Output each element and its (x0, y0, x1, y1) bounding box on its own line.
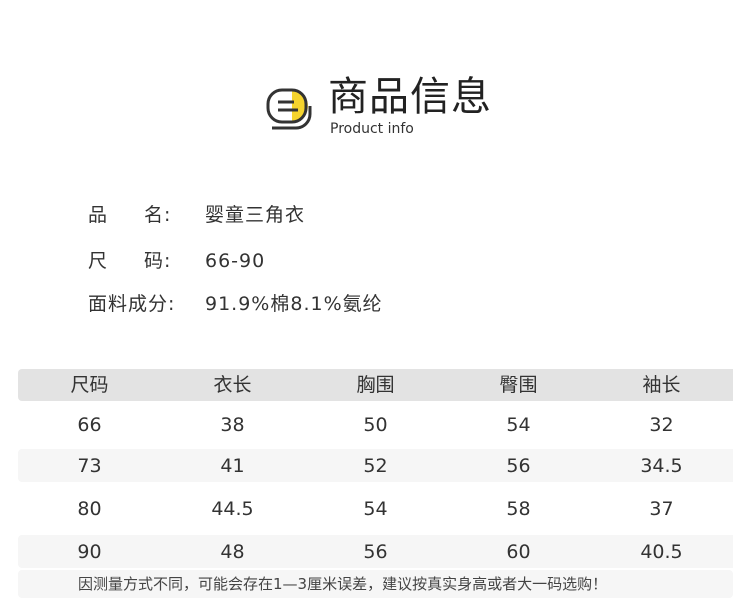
table-row: 66 38 50 54 32 (18, 408, 733, 442)
info-value: 婴童三角衣 (205, 204, 306, 226)
cell: 44.5 (211, 498, 254, 520)
col-header: 胸围 (356, 374, 395, 396)
cell: 40.5 (640, 540, 683, 563)
table-header: 尺码 衣长 胸围 臀围 袖长 (18, 369, 733, 401)
info-label: 尺 (88, 250, 109, 272)
info-label: 码: (144, 250, 172, 272)
info-value: 66-90 (205, 250, 266, 272)
info-label: 面料成分: (88, 293, 176, 315)
info-value: 91.9%棉8.1%氨纶 (205, 293, 383, 315)
info-label: 名: (144, 204, 172, 226)
cell: 56 (506, 454, 531, 477)
cell: 41 (220, 454, 245, 477)
cell: 48 (220, 540, 245, 563)
cell: 66 (77, 414, 102, 436)
cell: 56 (363, 540, 388, 563)
col-header: 尺码 (70, 374, 109, 396)
cell: 60 (506, 540, 531, 563)
cell: 32 (649, 414, 674, 436)
cell: 58 (506, 498, 531, 520)
table-row: 73 41 52 56 34.5 (18, 449, 733, 482)
table-row: 90 48 56 60 40.5 (18, 535, 733, 568)
page-title: 商品信息 (328, 74, 492, 120)
size-note: 因测量方式不同，可能会存在1—3厘米误差，建议按真实身高或者大一码选购！ (18, 570, 733, 598)
col-header: 衣长 (213, 374, 252, 396)
info-label: 品 (88, 204, 109, 226)
cell: 54 (506, 414, 531, 436)
info-size: 尺 码: 66-90 (88, 249, 265, 273)
info-fabric: 面料成分: 91.9%棉8.1%氨纶 (88, 292, 383, 316)
cell: 52 (363, 454, 388, 477)
col-header: 袖长 (642, 374, 681, 396)
list-document-icon (266, 88, 312, 130)
col-header: 臀围 (499, 374, 538, 396)
info-name: 品 名: 婴童三角衣 (88, 203, 305, 227)
cell: 38 (220, 414, 245, 436)
cell: 54 (363, 498, 388, 520)
cell: 80 (77, 498, 102, 520)
cell: 34.5 (640, 454, 683, 477)
table-row: 80 44.5 54 58 37 (18, 492, 733, 526)
page-subtitle: Product info (330, 121, 414, 137)
cell: 50 (363, 414, 388, 436)
cell: 73 (77, 454, 102, 477)
cell: 37 (649, 498, 674, 520)
cell: 90 (77, 540, 102, 563)
